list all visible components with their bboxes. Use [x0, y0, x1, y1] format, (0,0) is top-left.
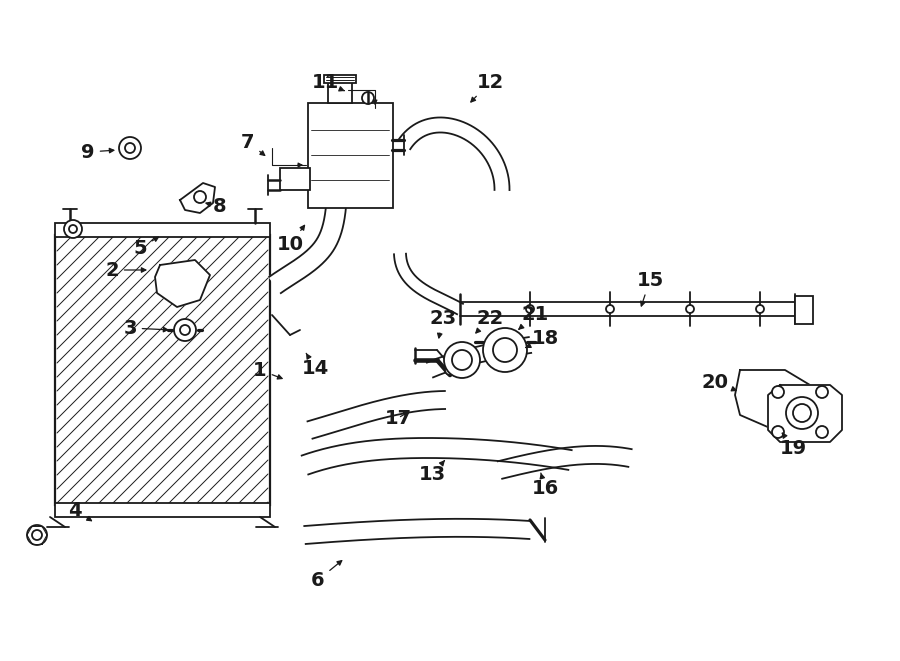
Polygon shape	[304, 519, 531, 544]
Bar	[308, 103, 393, 208]
Text: 7: 7	[241, 132, 265, 155]
Circle shape	[444, 342, 480, 378]
Text: 2: 2	[105, 260, 146, 280]
Circle shape	[69, 225, 77, 233]
Circle shape	[445, 365, 455, 375]
Polygon shape	[180, 183, 215, 213]
Polygon shape	[155, 260, 210, 307]
Text: 11: 11	[311, 73, 344, 93]
Bar	[57, 237, 268, 503]
Polygon shape	[735, 370, 815, 428]
Circle shape	[194, 191, 206, 203]
Text: 22: 22	[476, 309, 504, 333]
Circle shape	[816, 386, 828, 398]
Circle shape	[125, 143, 135, 153]
Text: 10: 10	[276, 225, 304, 254]
Circle shape	[174, 319, 196, 341]
Polygon shape	[302, 438, 572, 475]
Circle shape	[793, 404, 811, 422]
Polygon shape	[269, 175, 348, 293]
Circle shape	[606, 305, 614, 313]
Text: 21: 21	[518, 305, 549, 329]
Bar	[55, 503, 270, 517]
Polygon shape	[308, 391, 446, 439]
Bar	[55, 235, 270, 505]
Polygon shape	[427, 337, 531, 377]
Bar	[328, 81, 352, 103]
Text: 3: 3	[123, 319, 167, 338]
Text: 1: 1	[253, 360, 282, 379]
Circle shape	[362, 92, 374, 104]
Polygon shape	[768, 385, 842, 442]
Circle shape	[526, 305, 534, 313]
Circle shape	[180, 325, 190, 335]
Circle shape	[772, 386, 784, 398]
Text: 20: 20	[701, 373, 736, 391]
Text: 23: 23	[429, 309, 456, 338]
Polygon shape	[498, 446, 632, 479]
Text: 4: 4	[68, 500, 92, 521]
Circle shape	[483, 328, 527, 372]
Bar	[795, 296, 813, 324]
Polygon shape	[394, 254, 463, 314]
Text: 15: 15	[636, 270, 663, 306]
Circle shape	[772, 426, 784, 438]
Text: 6: 6	[311, 561, 342, 590]
Circle shape	[686, 305, 694, 313]
Text: 17: 17	[384, 408, 411, 428]
Circle shape	[27, 525, 47, 545]
Text: 16: 16	[531, 473, 559, 498]
Circle shape	[816, 426, 828, 438]
Circle shape	[756, 305, 764, 313]
Circle shape	[64, 220, 82, 238]
Text: 18: 18	[526, 329, 559, 348]
Text: 8: 8	[206, 198, 227, 217]
Circle shape	[32, 530, 42, 540]
Text: 13: 13	[418, 461, 446, 485]
Circle shape	[786, 397, 818, 429]
Text: 19: 19	[779, 433, 806, 457]
Bar	[55, 223, 270, 237]
Text: 14: 14	[302, 354, 328, 377]
Bar	[280, 168, 310, 190]
Text: 12: 12	[471, 73, 504, 102]
Text: 9: 9	[81, 143, 113, 161]
Circle shape	[119, 137, 141, 159]
Polygon shape	[398, 118, 509, 190]
Circle shape	[452, 350, 472, 370]
Text: 5: 5	[133, 237, 158, 258]
Bar	[324, 75, 356, 83]
Circle shape	[493, 338, 517, 362]
